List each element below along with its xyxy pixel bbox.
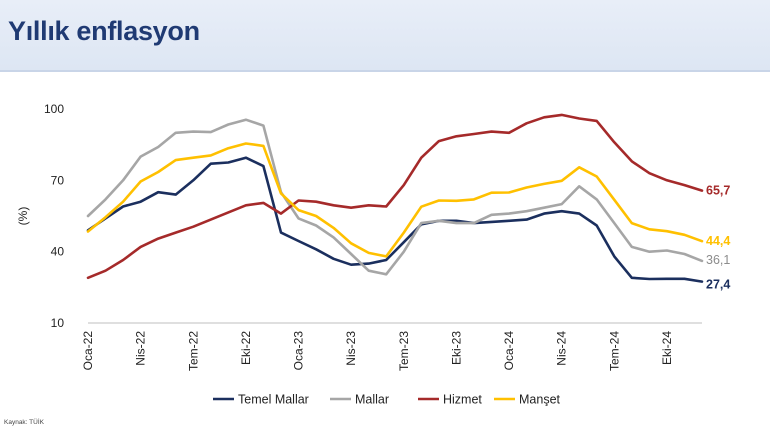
y-axis: 10 40 70 100 bbox=[44, 102, 64, 330]
x-tick-label: Tem-23 bbox=[397, 331, 411, 371]
title-banner: Yıllık enflasyon bbox=[0, 0, 770, 72]
series-line-mallar bbox=[86, 118, 704, 276]
x-tick-label: Tem-22 bbox=[186, 331, 200, 371]
series-end-label: 27,4 bbox=[706, 278, 730, 292]
legend-label: Hizmet bbox=[443, 393, 482, 407]
x-tick-label: Nis-24 bbox=[555, 331, 569, 366]
x-tick-label: Nis-23 bbox=[344, 331, 358, 366]
x-tick-label: Nis-22 bbox=[134, 331, 148, 366]
page-title: Yıllık enflasyon bbox=[8, 16, 200, 46]
x-tick-label: Oca-24 bbox=[502, 331, 516, 371]
series-end-label: 36,1 bbox=[706, 253, 730, 267]
legend: Temel Mallar Mallar Hizmet Manşet bbox=[213, 393, 561, 407]
series-end-labels: 27,4 36,1 65,7 44,4 bbox=[706, 184, 730, 292]
x-tick-label: Eki-24 bbox=[660, 331, 674, 365]
x-tick-label: Oca-22 bbox=[81, 331, 95, 371]
legend-label: Mallar bbox=[355, 393, 389, 407]
series-line-temel-mallar bbox=[86, 156, 704, 283]
x-tick-label: Eki-22 bbox=[239, 331, 253, 365]
series-line-manşet bbox=[86, 142, 704, 258]
x-tick-label: Eki-23 bbox=[449, 331, 463, 365]
series-line-hizmet bbox=[86, 113, 704, 280]
x-tick-label: Oca-23 bbox=[292, 331, 306, 371]
y-tick-label: 40 bbox=[51, 245, 65, 259]
y-tick-label: 10 bbox=[51, 316, 65, 330]
x-tick-label: Tem-24 bbox=[607, 331, 621, 371]
legend-label: Manşet bbox=[519, 393, 561, 407]
y-tick-label: 70 bbox=[51, 173, 65, 187]
series-end-label: 65,7 bbox=[706, 184, 730, 198]
series-lines bbox=[86, 113, 704, 283]
y-axis-label: (%) bbox=[16, 207, 30, 226]
source-note: Kaynak: TÜİK bbox=[4, 419, 44, 426]
x-axis: Oca-22 Nis-22 Tem-22 Eki-22 Oca-23 Nis-23 Tem-… bbox=[81, 322, 702, 371]
series-end-label: 44,4 bbox=[706, 234, 730, 248]
legend-label: Temel Mallar bbox=[238, 393, 309, 407]
y-tick-label: 100 bbox=[44, 102, 64, 116]
